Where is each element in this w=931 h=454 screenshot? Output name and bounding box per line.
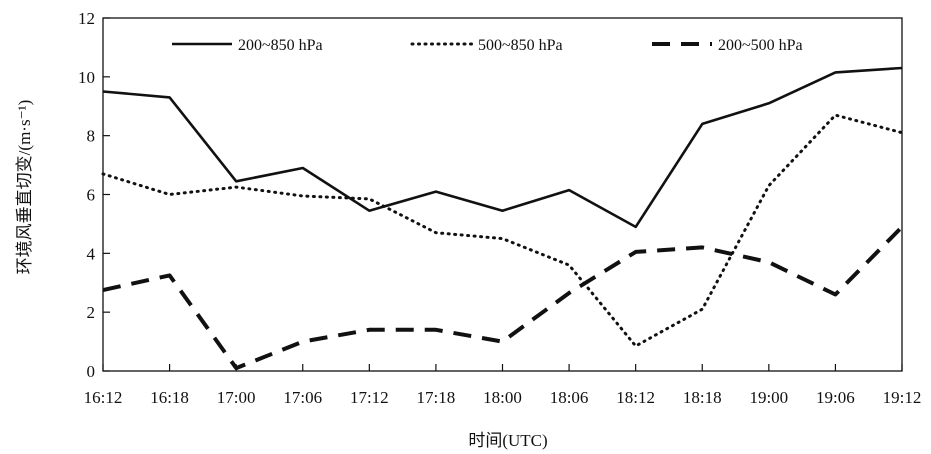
- x-tick-label: 19:00: [749, 388, 788, 407]
- legend-label: 200~500 hPa: [718, 37, 803, 54]
- y-tick-label: 10: [78, 68, 95, 87]
- y-tick-label: 2: [87, 303, 96, 322]
- chart-legend: 200~850 hPa 500~850 hPa 200~500 hPa: [172, 37, 803, 54]
- x-tick-label: 19:06: [816, 388, 855, 407]
- legend-label: 500~850 hPa: [478, 37, 563, 54]
- x-tick-label: 16:12: [84, 388, 123, 407]
- legend-label: 200~850 hPa: [238, 37, 323, 54]
- series-line-dotted: [101, 113, 904, 348]
- chart-axes: 0 2 4 6 8 10 12 16:12 16:18 17:00 17:06 17:12 17:18 1…: [78, 9, 921, 407]
- x-tick-label: 17:18: [417, 388, 456, 407]
- x-tick-label: 18:18: [683, 388, 722, 407]
- x-axis-title: 时间(UTC): [468, 431, 547, 450]
- y-tick-label: 0: [87, 362, 96, 381]
- x-tick-label: 17:00: [217, 388, 256, 407]
- y-tick-label: 12: [78, 9, 95, 28]
- y-tick-label: 8: [87, 127, 96, 146]
- plot-frame: [102, 17, 903, 372]
- y-tick-label: 4: [87, 244, 96, 263]
- x-tick-label: 18:00: [483, 388, 522, 407]
- x-tick-label: 17:12: [350, 388, 389, 407]
- x-tick-label: 18:12: [616, 388, 655, 407]
- y-tick-label: 6: [87, 186, 96, 205]
- x-tick-label: 17:06: [283, 388, 322, 407]
- y-axis-title: 环境风垂直切变/(m·s⁻¹): [15, 100, 34, 275]
- series-line-dashed: [102, 225, 904, 371]
- x-tick-label: 18:06: [550, 388, 589, 407]
- chart-series: [101, 66, 904, 371]
- x-tick-label: 19:12: [883, 388, 922, 407]
- series-line-solid: [102, 66, 903, 229]
- x-tick-label: 16:18: [150, 388, 189, 407]
